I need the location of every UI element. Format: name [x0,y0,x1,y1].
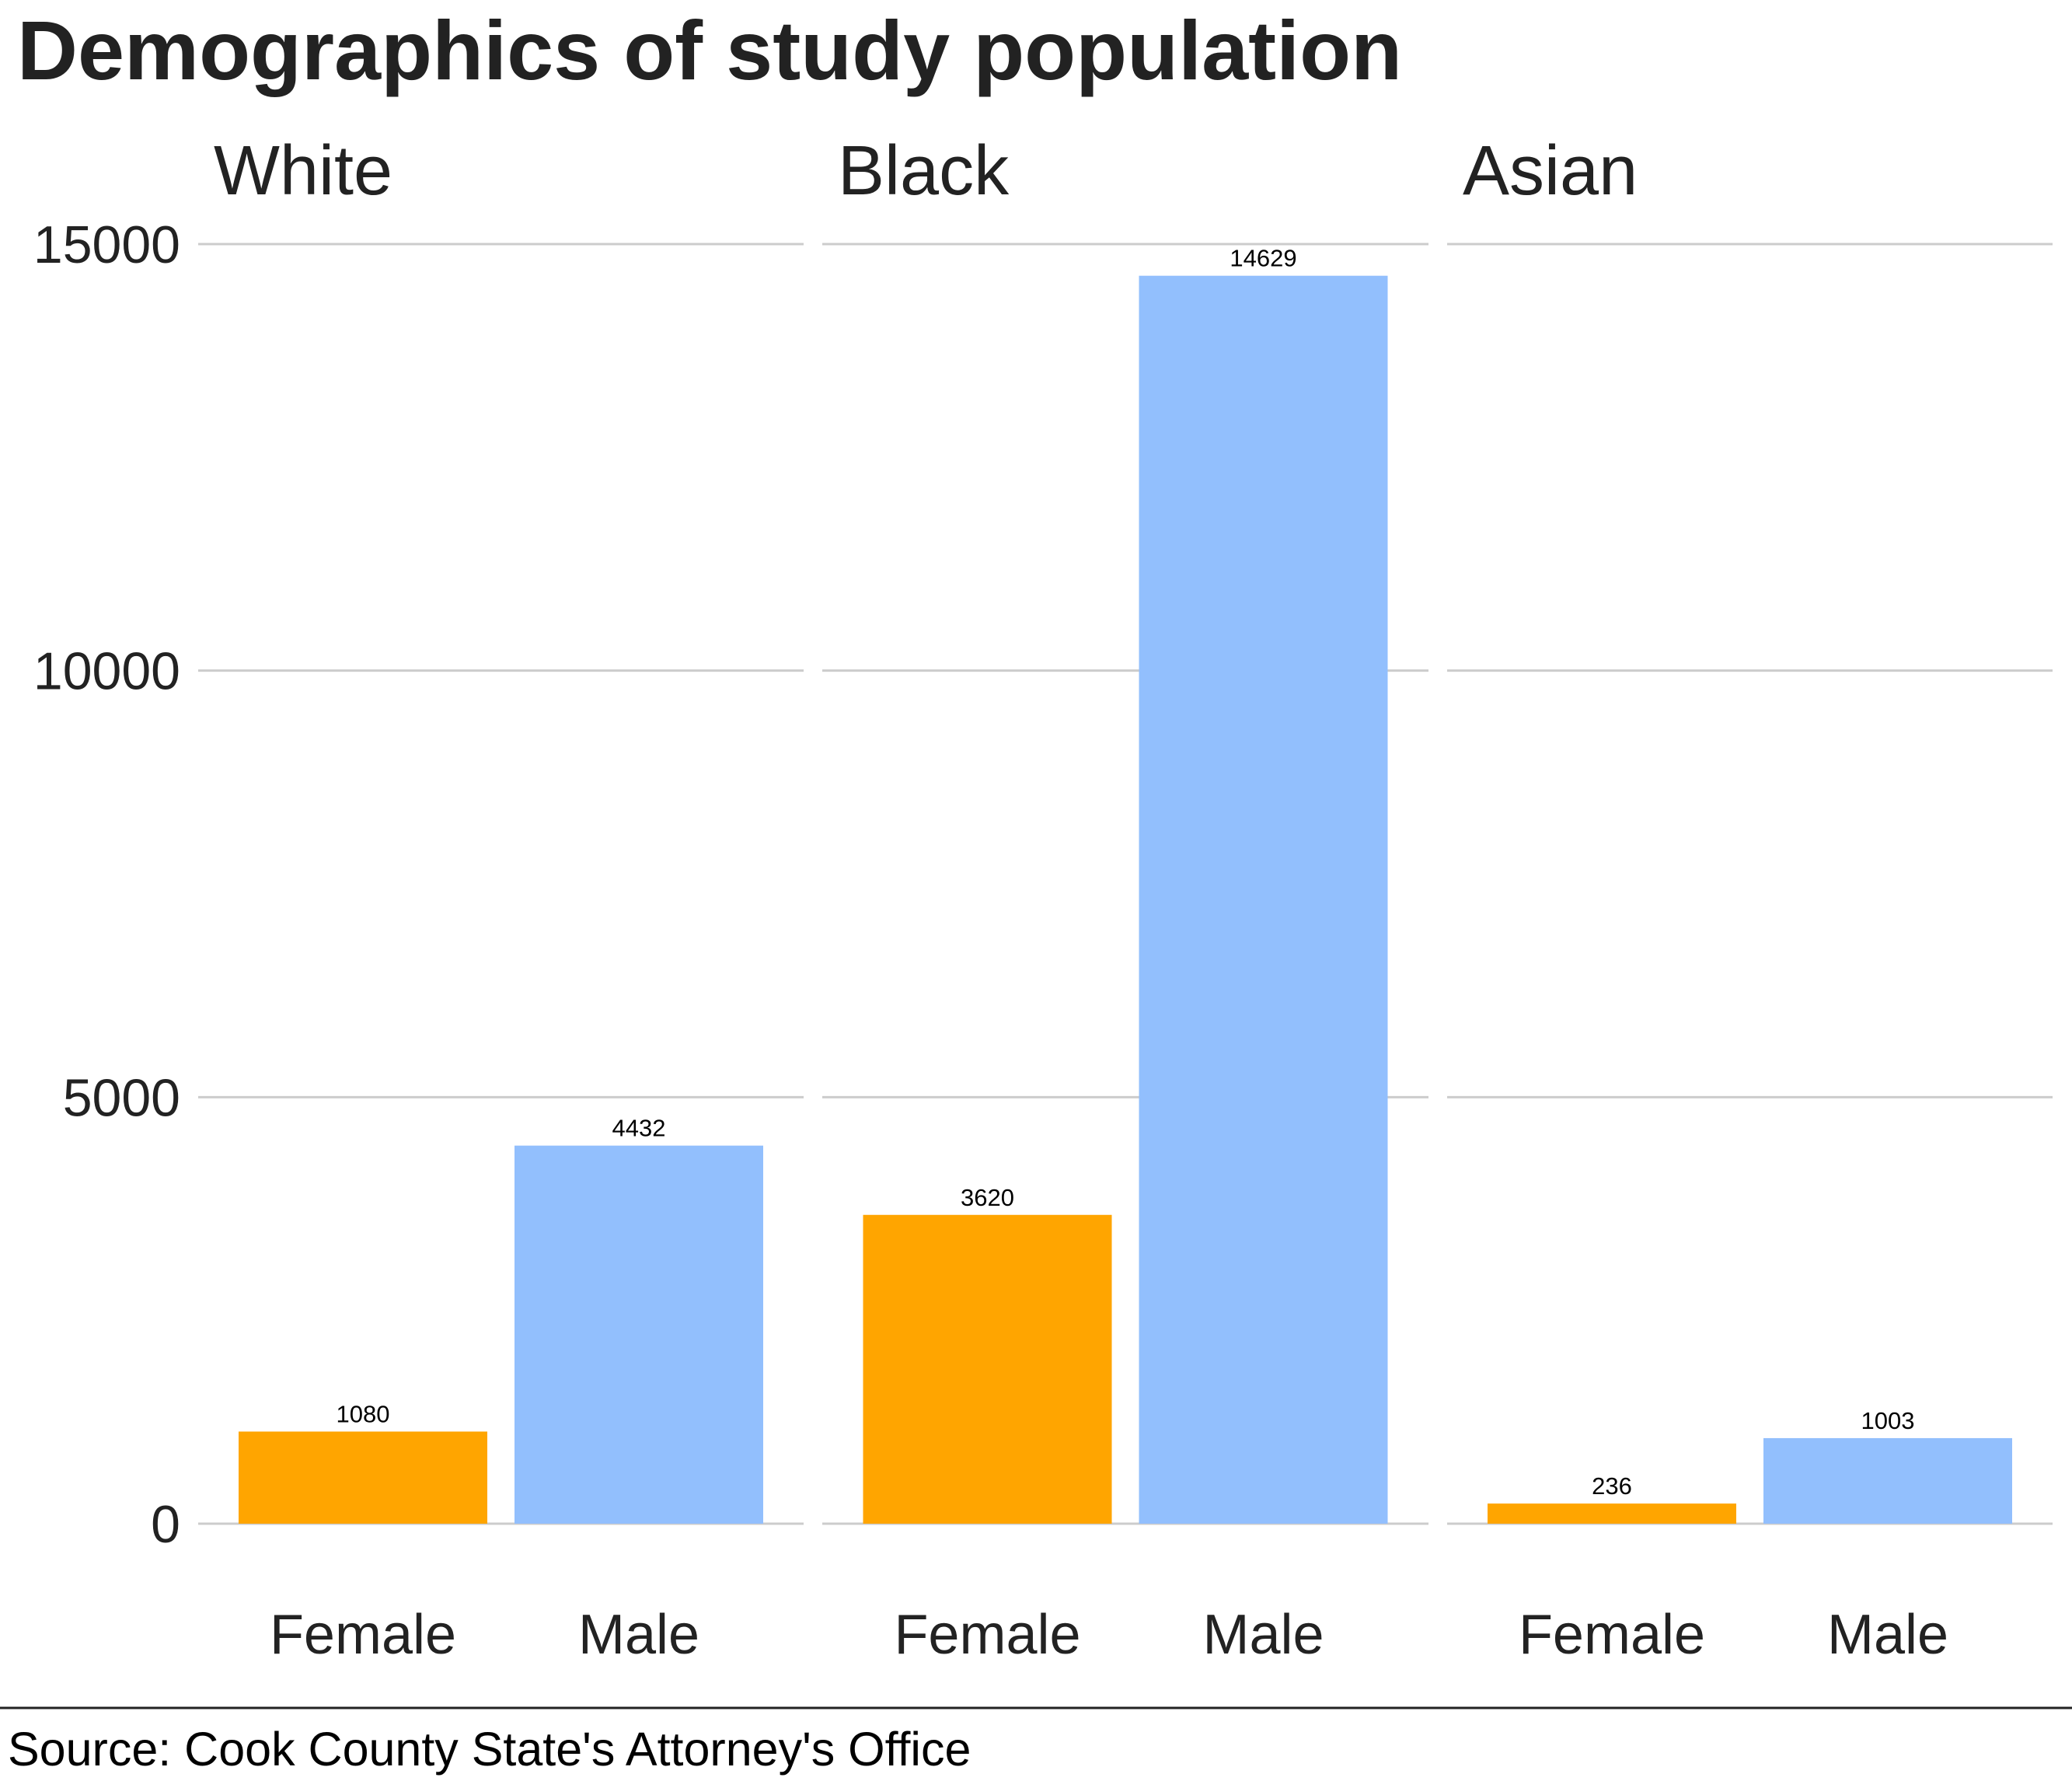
value-label: 4432 [612,1115,666,1142]
category-label: Male [578,1604,699,1666]
value-label: 1003 [1861,1407,1915,1434]
bar-asian-female [1488,1503,1736,1524]
chart-title: Demographics of study population [17,3,1402,97]
category-label: Female [894,1604,1080,1666]
bar-white-male [515,1145,763,1524]
value-label: 14629 [1230,245,1296,272]
grid-lines [198,243,2053,1525]
value-label: 236 [1592,1472,1632,1500]
value-label: 3620 [961,1184,1014,1211]
bar-black-male [1139,275,1388,1524]
y-tick-label: 5000 [63,1068,180,1127]
y-axis-ticks: 0 5000 10000 15000 [33,215,180,1554]
facet-panels: White 1080 Female 4432 Male Black 3620 Female 14… [214,132,2012,1666]
facet-asian: Asian 236 Female 1003 Male [1463,132,2012,1666]
y-tick-label: 15000 [33,215,180,274]
category-label: Male [1202,1604,1324,1666]
bar-white-female [239,1431,487,1524]
category-label: Female [1519,1604,1705,1666]
bar-asian-male [1763,1437,2012,1524]
value-label: 1080 [337,1400,390,1427]
facet-label: Black [838,132,1010,210]
facet-black: Black 3620 Female 14629 Male [838,132,1388,1666]
bar-black-female [863,1214,1112,1524]
facet-white: White 1080 Female 4432 Male [214,132,763,1666]
y-tick-label: 0 [151,1495,180,1554]
facet-label: White [214,132,392,210]
category-label: Male [1827,1604,1948,1666]
source-note: Source: Cook County State's Attorney's O… [8,1723,971,1776]
facet-label: Asian [1463,132,1638,210]
category-label: Female [270,1604,456,1666]
y-tick-label: 10000 [33,642,180,701]
